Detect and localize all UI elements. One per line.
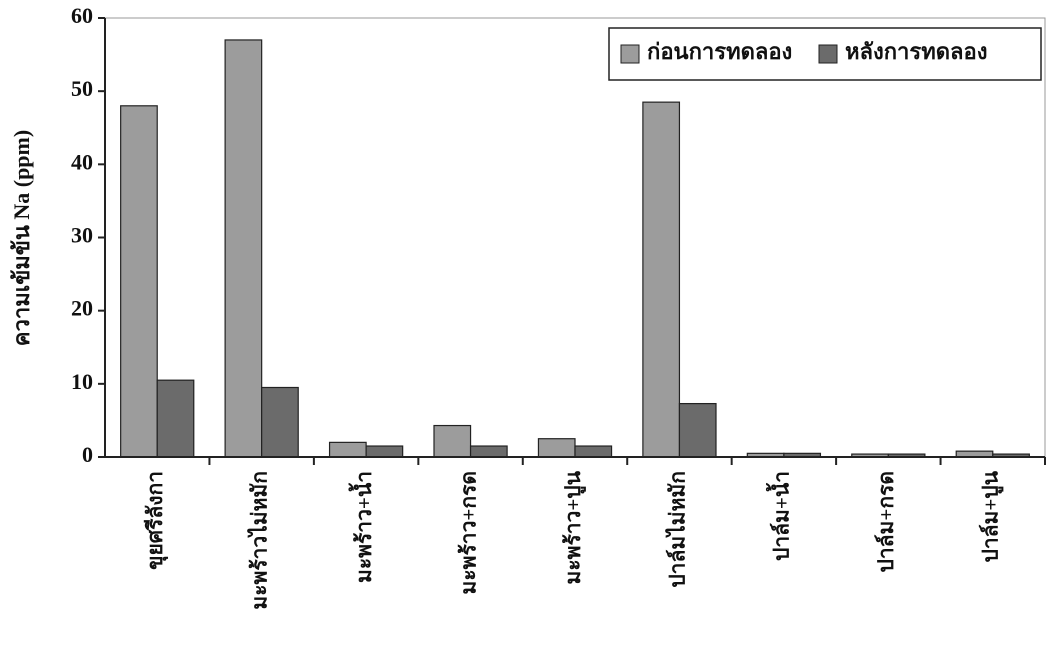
bar: [678, 402, 717, 458]
bar: [328, 441, 367, 458]
x-tick-label: ปาล์ม+ปูน: [979, 470, 1005, 562]
y-tick-label: 60: [71, 3, 93, 28]
x-tick-label: มะพร้าว+ปูน: [561, 470, 587, 584]
bar: [537, 438, 576, 458]
bar: [156, 379, 195, 458]
bar: [365, 445, 404, 458]
legend-swatch: [818, 44, 838, 64]
y-tick-label: 40: [71, 149, 93, 174]
legend-swatch: [620, 44, 640, 64]
y-tick-label: 10: [71, 369, 93, 394]
y-tick-label: 0: [82, 442, 93, 467]
legend-label: ก่อนการทดลอง: [647, 39, 792, 64]
bar: [642, 101, 681, 458]
x-tick-label: ปาล์ม+น้ำ: [766, 471, 794, 561]
x-tick-label: มะพร้าวไม่หมัก: [246, 471, 271, 610]
bar: [574, 445, 613, 458]
bar: [224, 39, 263, 458]
x-tick-label: ปาล์ม+กรด: [874, 471, 898, 572]
y-axis-title: ความเข้มข้น Na (ppm): [9, 130, 34, 346]
y-tick-label: 30: [71, 223, 93, 248]
x-tick-label: มะพร้าว+น้ำ: [348, 471, 376, 583]
x-tick-label: ขุยศรีลังกา: [143, 471, 169, 570]
x-tick-label: มะพร้าว+กรด: [456, 471, 480, 594]
bar: [469, 445, 508, 458]
bar: [120, 105, 158, 458]
y-tick-label: 20: [71, 296, 93, 321]
y-tick-label: 50: [71, 76, 93, 101]
bar: [261, 386, 299, 458]
x-tick-label: ปาล์มไม่หมัก: [664, 471, 689, 588]
legend-label: หลังการทดลอง: [845, 39, 987, 64]
bar: [433, 424, 472, 458]
